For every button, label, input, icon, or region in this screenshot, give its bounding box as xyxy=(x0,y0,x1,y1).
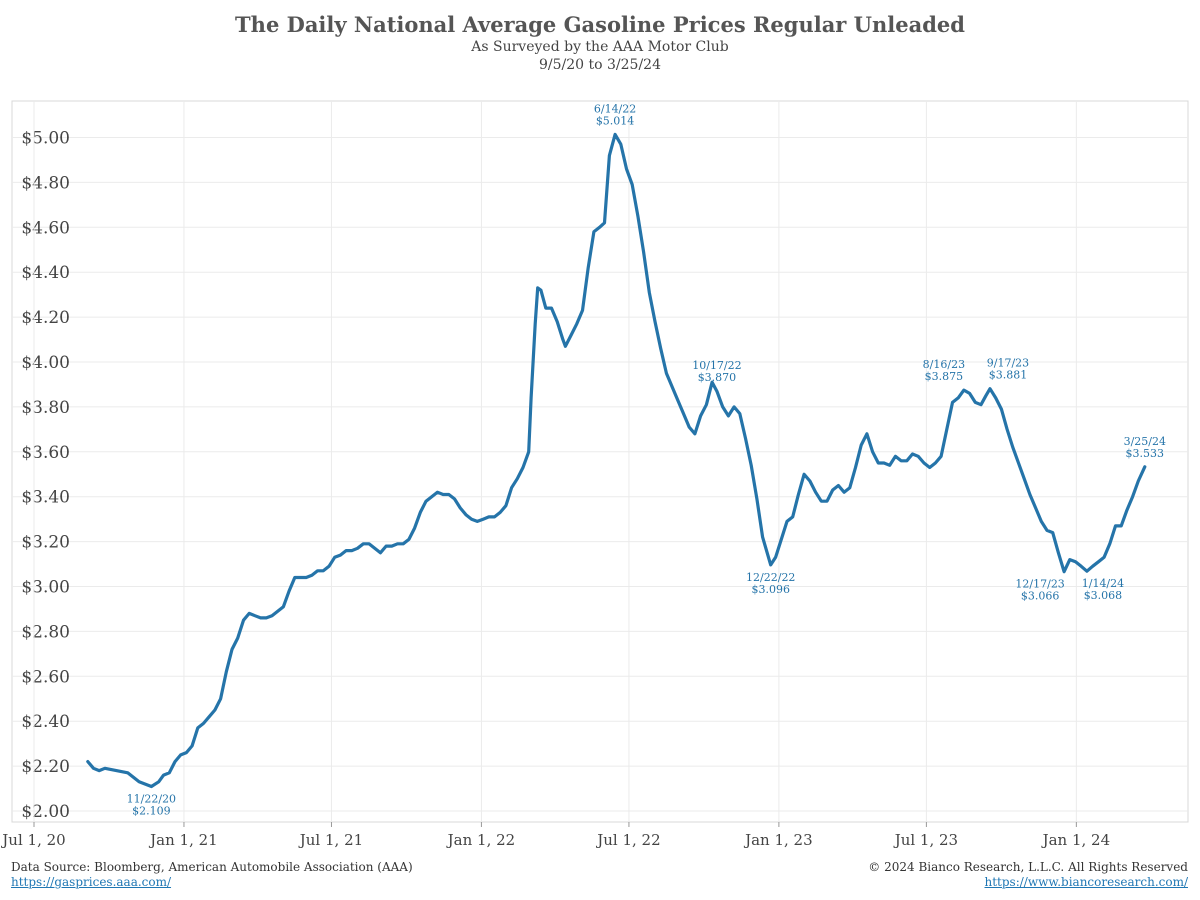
annotation-value: $3.068 xyxy=(1084,589,1123,602)
y-tick-label: $2.80 xyxy=(21,622,70,642)
annotation-value: $3.881 xyxy=(989,369,1028,382)
y-tick-label: $2.60 xyxy=(21,667,70,687)
chart-title: The Daily National Average Gasoline Pric… xyxy=(235,12,965,37)
y-tick-label: $4.40 xyxy=(21,263,70,283)
annotation-value: $2.109 xyxy=(132,805,171,818)
annotation-date: 12/17/23 xyxy=(1015,578,1064,591)
annotation-date: 1/14/24 xyxy=(1082,577,1124,590)
y-tick-label: $2.00 xyxy=(21,802,70,822)
x-tick-label: Jul 1, 23 xyxy=(893,831,958,849)
y-tick-label: $3.00 xyxy=(21,578,70,598)
y-tick-label: $3.40 xyxy=(21,488,70,508)
y-tick-label: $3.80 xyxy=(21,398,70,418)
footer-copyright: © 2024 Bianco Research, L.L.C. All Right… xyxy=(868,860,1188,890)
annotation-date: 9/17/23 xyxy=(987,357,1029,370)
x-tick-label: Jan 1, 23 xyxy=(743,831,813,849)
annotation-date: 10/17/22 xyxy=(692,359,741,372)
annotation-value: $5.014 xyxy=(596,114,635,127)
y-tick-label: $4.00 xyxy=(21,353,70,373)
copyright-text: © 2024 Bianco Research, L.L.C. All Right… xyxy=(868,860,1188,874)
annotation-date: 12/22/22 xyxy=(746,571,795,584)
annotation-value: $3.066 xyxy=(1021,590,1060,603)
x-tick-label: Jul 1, 20 xyxy=(0,831,65,849)
annotation-date: 6/14/22 xyxy=(594,102,636,115)
y-tick-label: $2.40 xyxy=(21,712,70,732)
y-tick-label: $2.20 xyxy=(21,757,70,777)
y-tick-label: $4.60 xyxy=(21,218,70,238)
source-link[interactable]: https://gasprices.aaa.com/ xyxy=(11,875,172,889)
annotation-value: $3.533 xyxy=(1126,447,1165,460)
price-series-line xyxy=(86,132,1147,789)
x-tick-label: Jul 1, 21 xyxy=(298,831,363,849)
annotation-date: 3/25/24 xyxy=(1124,435,1166,448)
annotation-date: 8/16/23 xyxy=(923,358,965,371)
source-text: Data Source: Bloomberg, American Automob… xyxy=(11,860,413,874)
y-tick-label: $5.00 xyxy=(21,129,70,149)
y-tick-label: $3.20 xyxy=(21,533,70,553)
annotation-value: $3.870 xyxy=(698,371,737,384)
chart-subtitle: As Surveyed by the AAA Motor Club xyxy=(471,39,729,55)
annotation-value: $3.875 xyxy=(925,370,964,383)
y-tick-label: $3.60 xyxy=(21,443,70,463)
x-tick-label: Jan 1, 24 xyxy=(1041,831,1111,849)
date-range-subtitle: 9/5/20 to 3/25/24 xyxy=(539,57,661,73)
x-tick-label: Jan 1, 21 xyxy=(148,831,218,849)
y-tick-label: $4.80 xyxy=(21,173,70,193)
annotation-date: 11/22/20 xyxy=(127,793,176,806)
x-tick-label: Jul 1, 22 xyxy=(595,831,660,849)
annotation-value: $3.096 xyxy=(751,583,790,596)
x-tick-label: Jan 1, 22 xyxy=(446,831,516,849)
site-link[interactable]: https://www.biancoresearch.com/ xyxy=(984,875,1188,889)
plot-frame xyxy=(11,100,1189,823)
footer-source: Data Source: Bloomberg, American Automob… xyxy=(11,860,413,890)
y-tick-label: $4.20 xyxy=(21,308,70,328)
